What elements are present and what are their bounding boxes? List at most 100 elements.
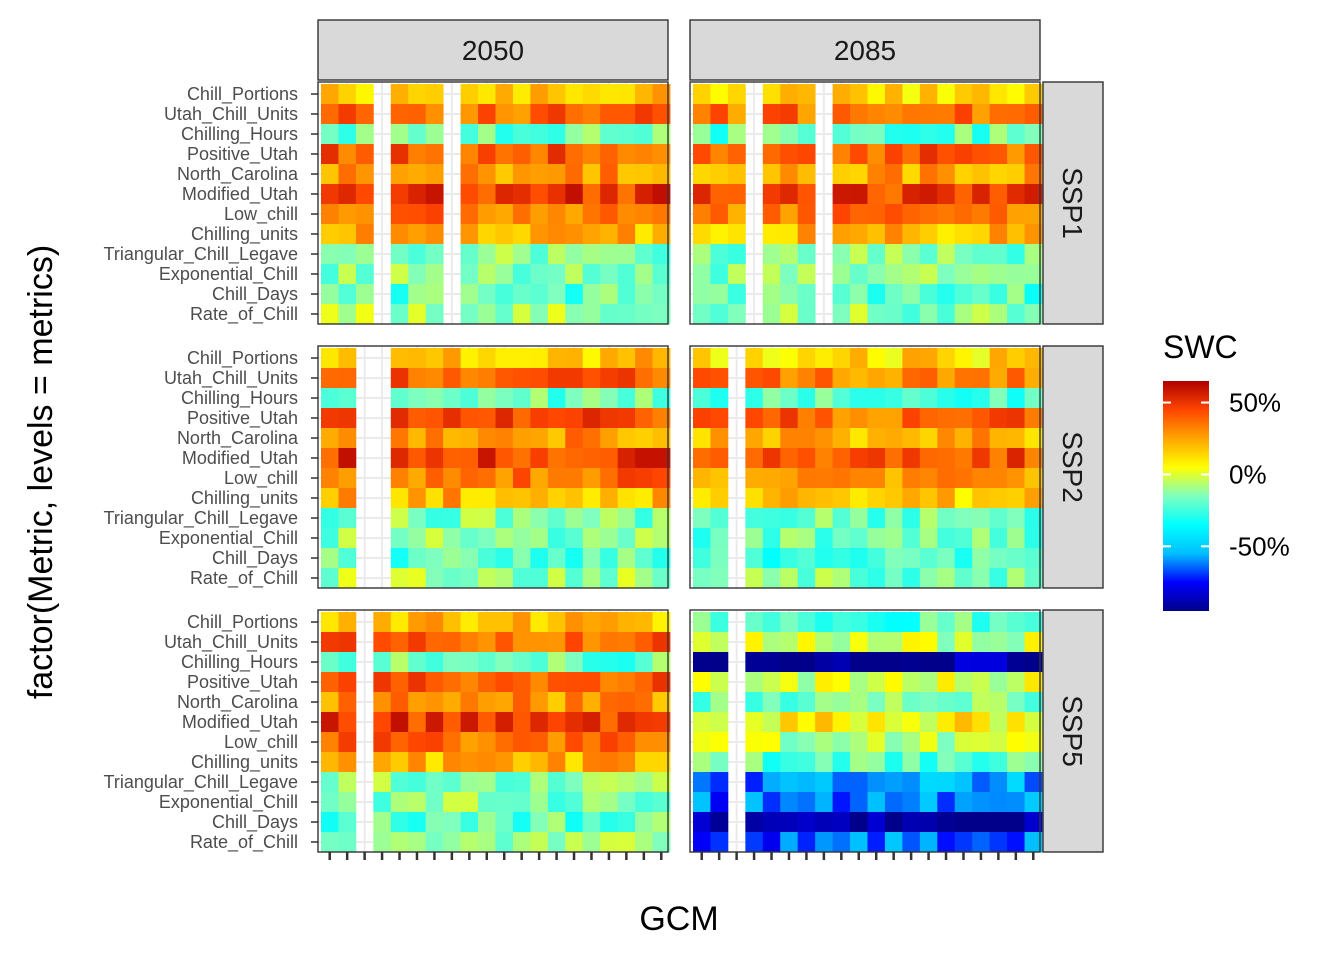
heatmap-cell [530, 672, 549, 693]
heatmap-cell [408, 568, 427, 589]
heatmap-cell [1024, 164, 1043, 185]
heatmap-cell [815, 812, 833, 833]
heatmap-cell [408, 304, 427, 325]
heatmap-cell [710, 368, 729, 389]
heatmap-cell [919, 772, 938, 793]
heatmap-cell [832, 732, 851, 753]
heatmap-cell [408, 792, 427, 813]
heatmap-cell [530, 832, 549, 853]
heatmap-cell [530, 428, 549, 449]
heatmap-cell [693, 612, 711, 633]
heatmap-cell [884, 408, 903, 429]
heatmap-cell [565, 568, 584, 589]
heatmap-cell [919, 832, 938, 853]
heatmap-cell [745, 408, 764, 429]
heatmap-cell [582, 672, 601, 693]
heatmap-cell [902, 284, 921, 305]
heatmap-cell [989, 164, 1008, 185]
heatmap-cell [425, 672, 444, 693]
heatmap-cell [565, 408, 584, 429]
heatmap-cell [547, 508, 566, 529]
y-tick-label: Chilling_Hours [181, 388, 298, 409]
heatmap-cell [478, 448, 496, 469]
heatmap-cell [600, 468, 619, 489]
heatmap-cell [635, 224, 653, 245]
panel-2085-ssp2 [689, 345, 1043, 589]
heatmap-cell [652, 428, 671, 449]
heatmap-cell [530, 224, 549, 245]
heatmap-cell [867, 388, 886, 409]
heatmap-cell [850, 408, 868, 429]
heatmap-cell [989, 692, 1008, 713]
heatmap-cell [338, 448, 357, 469]
heatmap-cell [1007, 772, 1025, 793]
heatmap-cell [762, 488, 781, 509]
heatmap-cell [460, 732, 479, 753]
heatmap-cell [884, 568, 903, 589]
heatmap-cell [390, 712, 409, 733]
heatmap-cell [762, 672, 781, 693]
heatmap-cell [617, 528, 636, 549]
heatmap-cell [972, 632, 991, 653]
heatmap-cell [460, 672, 479, 693]
heatmap-cell [797, 104, 816, 125]
heatmap-cell [495, 388, 514, 409]
heatmap-cell [321, 468, 339, 489]
heatmap-cell [710, 772, 729, 793]
heatmap-cell [495, 144, 514, 165]
y-axis-ticks: Chill_PortionsUtah_Chill_UnitsChilling_H… [104, 84, 318, 853]
heatmap-cell [512, 264, 531, 285]
heatmap-cell [937, 244, 956, 265]
heatmap-cell [565, 428, 584, 449]
heatmap-cell [780, 164, 799, 185]
heatmap-cell [321, 368, 339, 389]
panel-border [689, 345, 1041, 589]
heatmap-cell [850, 652, 868, 673]
heatmap-cell [512, 568, 531, 589]
heatmap-cell [1024, 368, 1043, 389]
heatmap-cell [460, 568, 479, 589]
heatmap-cell [512, 448, 531, 469]
legend-label: -50% [1229, 531, 1290, 561]
heatmap-cell [762, 164, 781, 185]
heatmap-cell [617, 264, 636, 285]
heatmap-cell [780, 244, 799, 265]
heatmap-cell [954, 224, 973, 245]
heatmap-cell [425, 652, 444, 673]
heatmap-cell [635, 632, 653, 653]
heatmap-cell [512, 204, 531, 225]
heatmap-cell [443, 652, 461, 673]
heatmap-cell [884, 144, 903, 165]
heatmap-cell [547, 408, 566, 429]
heatmap-cell [512, 652, 531, 673]
heatmap-cell [600, 264, 619, 285]
heatmap-cell [600, 488, 619, 509]
y-tick-label: Rate_of_Chill [190, 304, 298, 325]
heatmap-cell [1024, 124, 1043, 145]
heatmap-cell [850, 468, 868, 489]
heatmap-cell [408, 752, 427, 773]
heatmap-cell [954, 448, 973, 469]
heatmap-cell [460, 488, 479, 509]
heatmap-cell [495, 508, 514, 529]
heatmap-cell [832, 264, 851, 285]
heatmap-cell [1007, 184, 1025, 205]
heatmap-cell [512, 812, 531, 833]
heatmap-cell [425, 832, 444, 853]
heatmap-cell [884, 752, 903, 773]
heatmap-cell [815, 692, 833, 713]
heatmap-cell [972, 124, 991, 145]
heatmap-cell [408, 388, 427, 409]
heatmap-cell [762, 792, 781, 813]
heatmap-cell [884, 792, 903, 813]
heatmap-cell [745, 368, 764, 389]
heatmap-cell [617, 388, 636, 409]
heatmap-cell [884, 388, 903, 409]
heatmap-cell [373, 712, 392, 733]
heatmap-cell [530, 652, 549, 673]
heatmap-cell [954, 752, 973, 773]
heatmap-cell [565, 448, 584, 469]
heatmap-cell [321, 104, 339, 125]
y-tick-label: Triangular_Chill_Legave [104, 508, 298, 529]
heatmap-cell [867, 692, 886, 713]
